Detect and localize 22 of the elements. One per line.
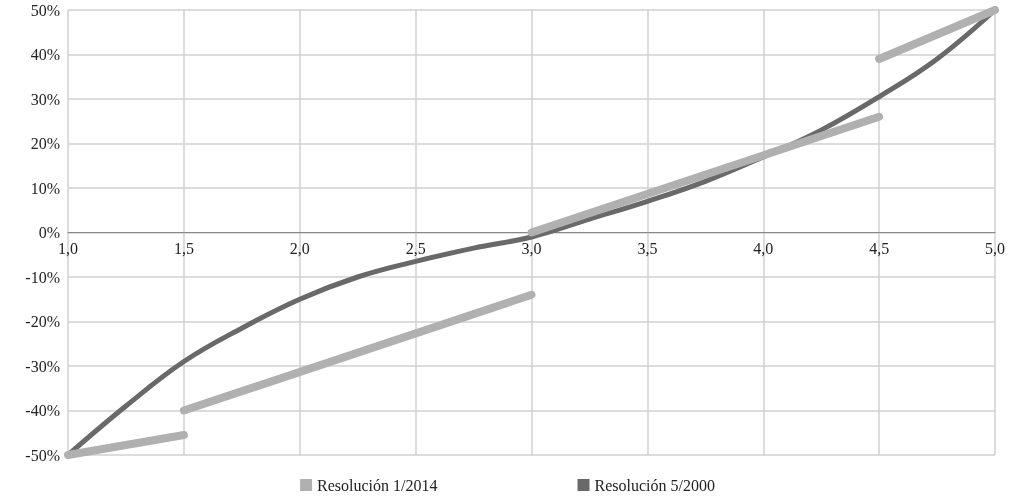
x-tick-label: 2,5 — [405, 240, 426, 257]
legend-label: Resolución 1/2014 — [317, 476, 438, 494]
x-tick-label: 1,0 — [58, 240, 78, 257]
y-tick-label: -40% — [25, 402, 60, 419]
x-tick-label: 3,0 — [521, 240, 542, 257]
y-tick-label: -50% — [25, 446, 60, 464]
y-tick-label: -30% — [25, 357, 60, 375]
x-tick-label: 4,0 — [753, 240, 774, 257]
x-tick-label: 5,0 — [985, 240, 1005, 257]
x-tick-label: 3,5 — [637, 240, 658, 257]
y-tick-label: 20% — [30, 135, 60, 152]
x-tick-label: 2,0 — [289, 240, 310, 257]
y-tick-label: -10% — [25, 268, 60, 286]
x-tick-label: 1,5 — [173, 240, 194, 257]
legend-label: Resolución 5/2000 — [594, 476, 715, 494]
y-tick-label: 30% — [30, 90, 60, 108]
y-tick-label: 50% — [30, 1, 60, 19]
y-tick-label: 10% — [30, 179, 60, 197]
y-tick-label: 40% — [30, 46, 60, 63]
y-tick-label: 0% — [38, 224, 60, 241]
y-tick-label: -20% — [25, 313, 60, 330]
x-tick-label: 4,5 — [869, 240, 890, 257]
